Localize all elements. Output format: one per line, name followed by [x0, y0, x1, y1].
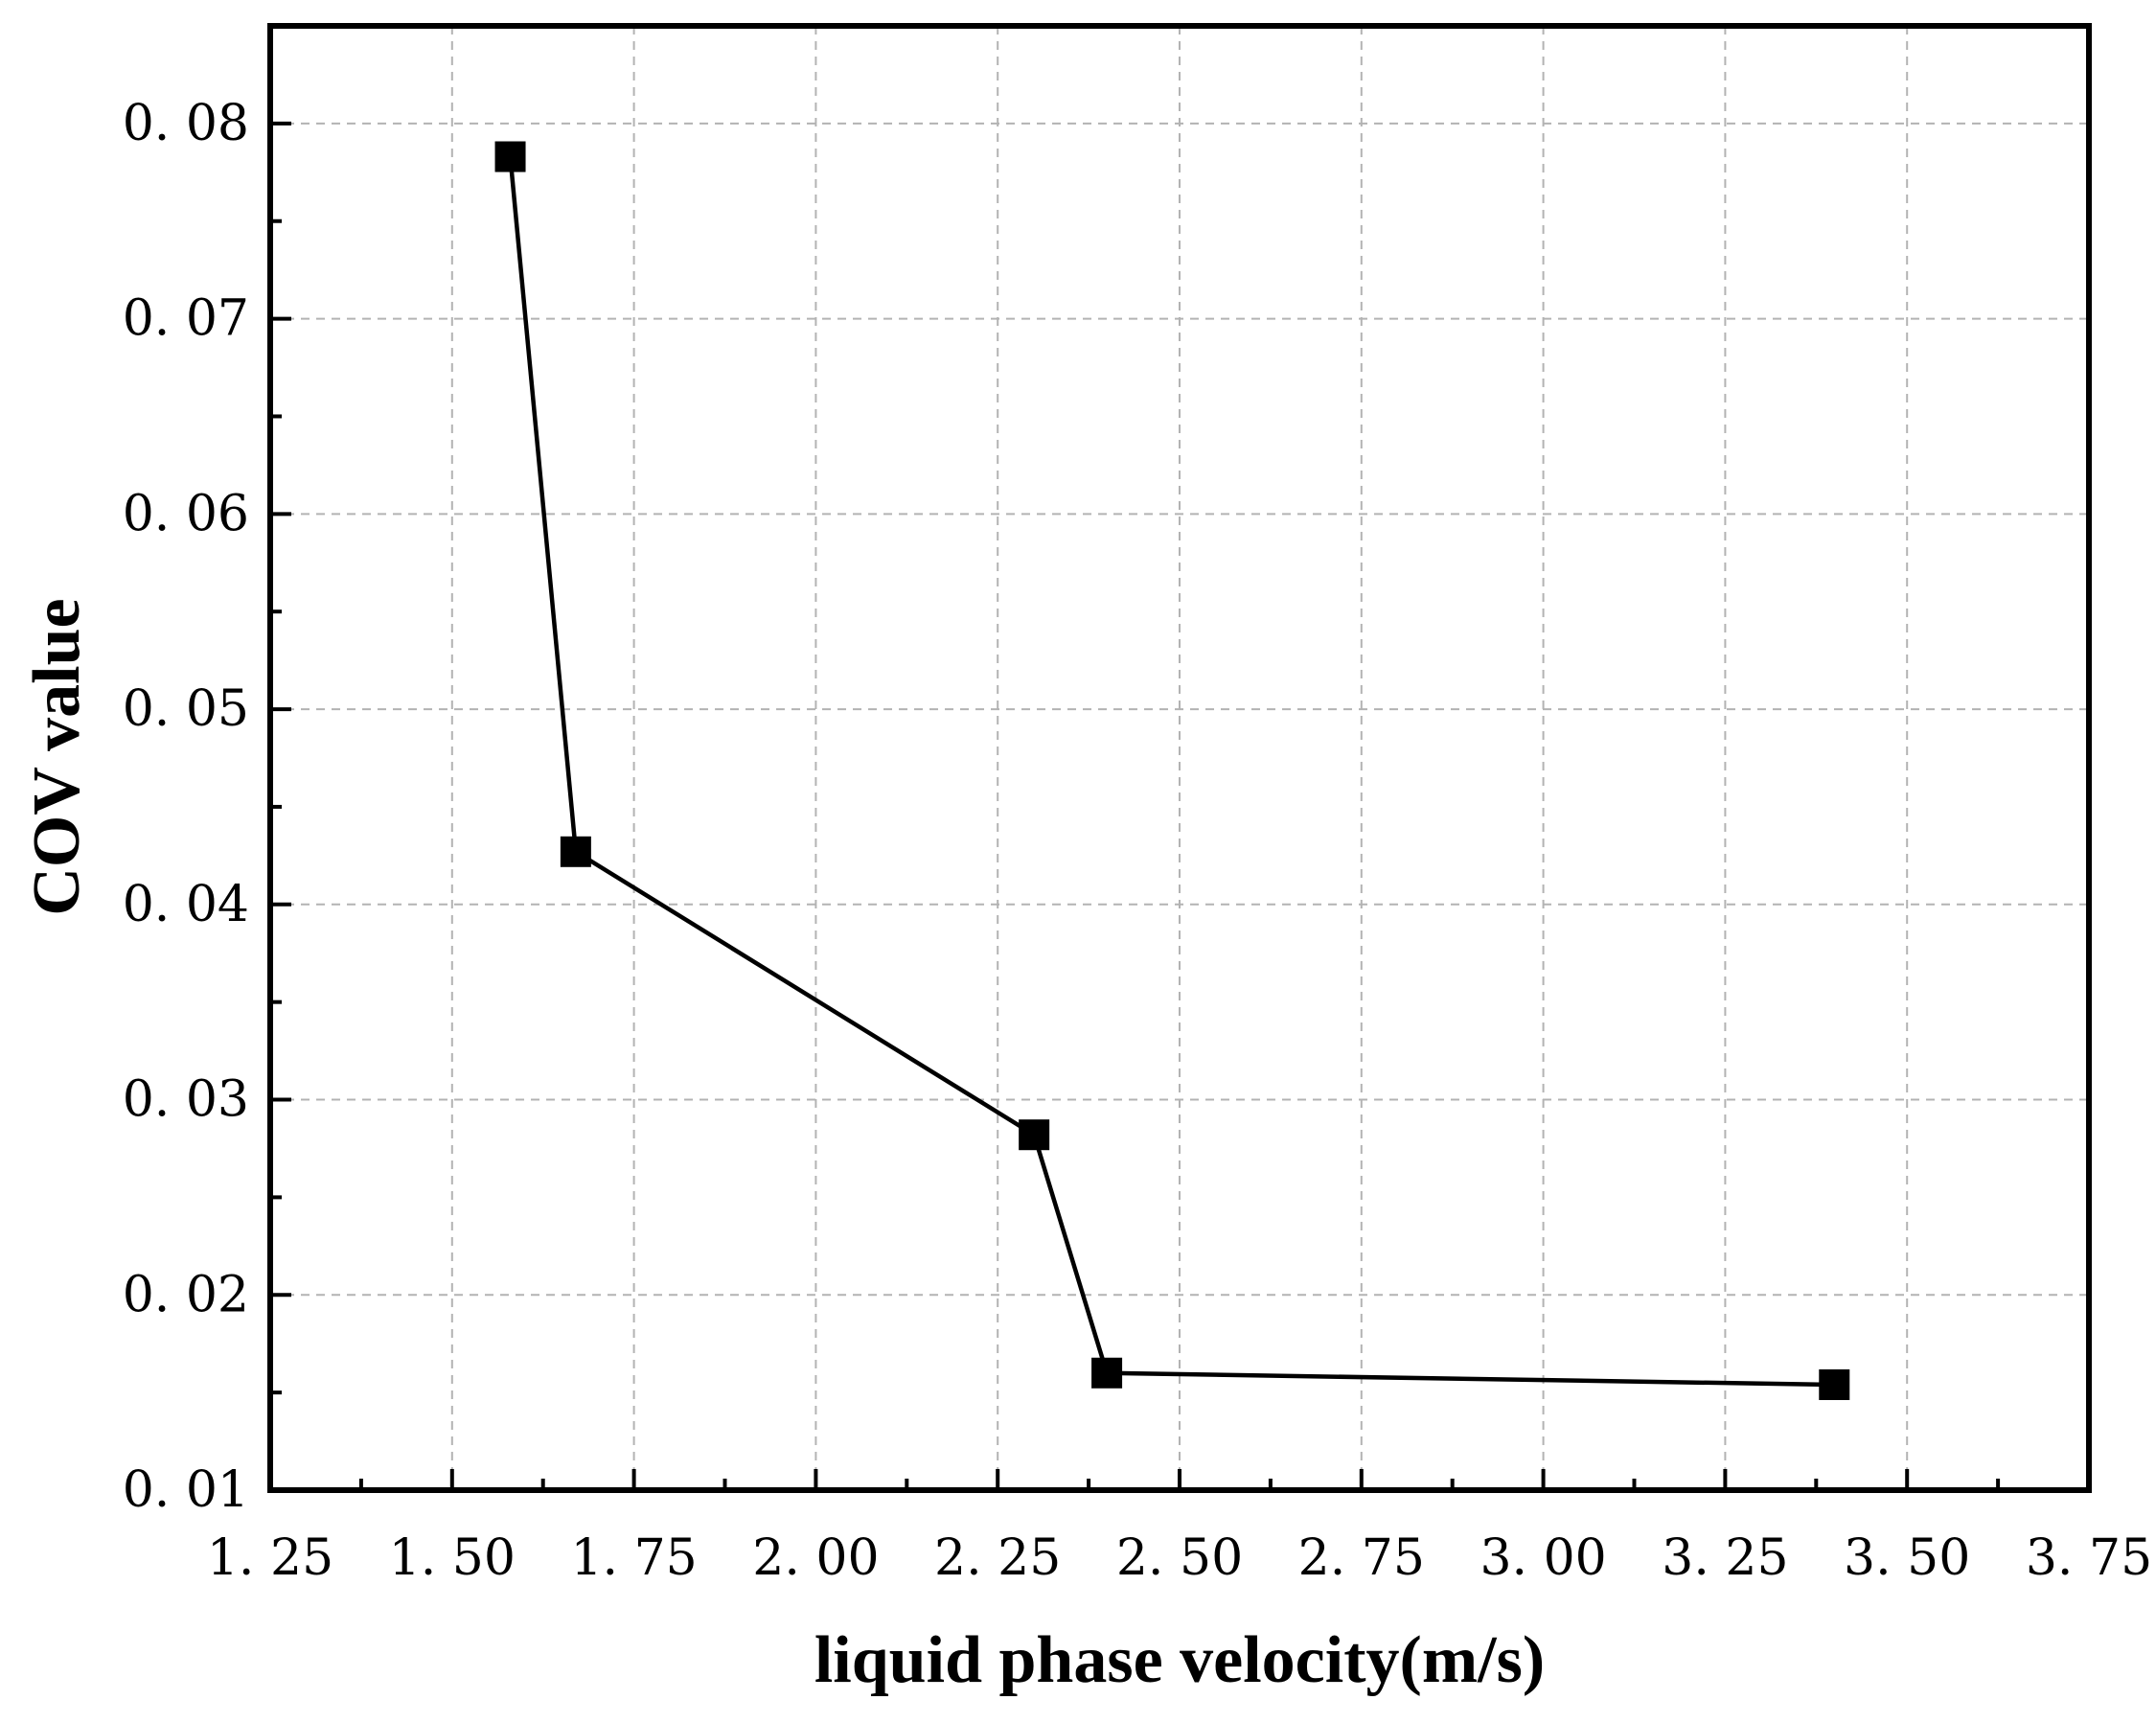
x-tick-label: 3. 00	[1479, 1529, 1606, 1587]
x-tick-label: 1. 75	[570, 1529, 697, 1587]
series-line	[508, 156, 1835, 1388]
series-layer	[494, 141, 1850, 1400]
data-point	[1019, 1119, 1050, 1151]
y-tick-label: 0. 08	[123, 95, 249, 152]
grid	[270, 26, 2089, 1490]
x-tick-label: 3. 25	[1662, 1529, 1788, 1587]
minor-ticks	[270, 218, 2001, 1490]
y-tick-labels: 0. 01 0. 02 0. 03 0. 04 0. 05 0. 06 0. 07 0. 08	[123, 95, 249, 1519]
data-point	[1819, 1368, 1850, 1400]
y-tick-label: 0. 04	[123, 876, 249, 933]
x-tick-label: 2. 00	[752, 1529, 879, 1587]
x-tick-labels: 1. 25 1. 50 1. 75 2. 00 2. 25 2. 50 2. 75 3. 00…	[207, 1529, 2152, 1587]
y-tick-label: 0. 03	[123, 1071, 249, 1129]
data-point	[1091, 1357, 1123, 1389]
plot-frame	[267, 23, 2092, 1493]
x-tick-label: 2. 75	[1298, 1529, 1425, 1587]
x-tick-label: 3. 75	[2026, 1529, 2152, 1587]
x-tick-label: 3. 50	[1844, 1529, 1970, 1587]
x-tick-label: 1. 50	[389, 1529, 516, 1587]
x-tick-label: 1. 25	[207, 1529, 333, 1587]
x-axis-title: liquid phase velocity(m/s)	[814, 1623, 1545, 1697]
y-tick-label: 0. 01	[123, 1461, 249, 1519]
y-tick-label: 0. 06	[123, 485, 249, 542]
x-tick-label: 2. 50	[1116, 1529, 1243, 1587]
y-axis-title: COV value	[20, 598, 94, 915]
data-point	[494, 141, 526, 172]
y-tick-label: 0. 02	[123, 1266, 249, 1323]
y-tick-label: 0. 07	[123, 290, 249, 348]
y-tick-label: 0. 05	[123, 680, 249, 738]
x-tick-label: 2. 25	[934, 1529, 1061, 1587]
data-point	[560, 836, 591, 867]
